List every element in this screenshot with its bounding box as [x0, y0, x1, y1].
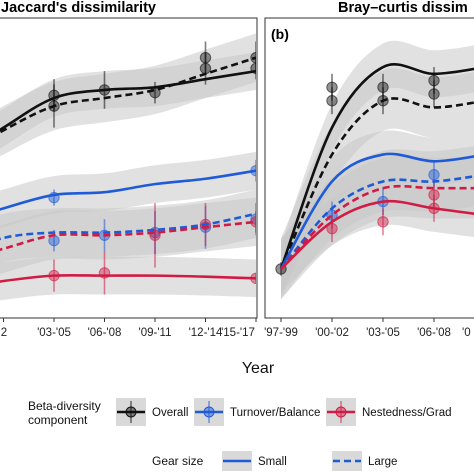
series-line-1-5: [280, 199, 474, 270]
legend-label-1: Turnover/Balance: [230, 407, 320, 419]
legend-gear-key-1: [332, 451, 362, 471]
series-line-0-5: [0, 273, 256, 283]
data-point-1-9: [428, 169, 440, 181]
legend-label-2: Nestedness/Grad: [362, 407, 452, 419]
x-tick-label: '06-'08: [417, 327, 451, 339]
panel-b-title: Bray–curtis dissim: [338, 0, 468, 16]
ribbon-0-4: [0, 197, 256, 274]
x-tick-label: '97-'99: [264, 327, 298, 339]
data-point-1-2: [326, 95, 338, 107]
data-point-0-5: [199, 62, 212, 75]
x-tick-label: '06-'08: [88, 327, 122, 339]
x-axis-title: Year: [242, 360, 275, 377]
series-line-1-3: [280, 175, 474, 270]
series-line-1-1: [279, 97, 474, 270]
series-line-1-2: [279, 152, 474, 270]
legend-gear-label-1: Large: [368, 456, 397, 468]
legend-component-title-line2: component: [28, 413, 88, 427]
panel-b-tag: (b): [271, 26, 289, 42]
ribbon-1-1: [281, 68, 474, 300]
legend-key-2: [326, 398, 356, 426]
x-tick-label: '09-'11: [139, 327, 172, 339]
legend-label-0: Overall: [152, 407, 188, 419]
x-tick-label: '03-'05: [366, 327, 400, 339]
panel-a-plot: [0, 33, 256, 301]
legend-gear-key-0: [222, 451, 252, 471]
data-point-1-6: [428, 88, 440, 100]
series-line-0-1: [0, 56, 256, 134]
x-tick-label: '03-'05: [37, 327, 71, 339]
legend-component-title-line1: Beta-diversity: [28, 399, 101, 413]
legend-gear-label-0: Small: [258, 456, 287, 468]
panel-a-x-ticks: 2 '03-'05 '06-'08 '09-'11 '12-'14'15-'17: [1, 318, 257, 339]
panel-b-plot: [275, 40, 474, 300]
series-line-0-2: [0, 169, 256, 211]
legend-gear: Gear size Small Large: [152, 451, 397, 471]
series-line-1-0: [279, 63, 474, 270]
ribbon-0-5: [0, 256, 256, 301]
legend-gear-title: Gear size: [152, 454, 204, 468]
x-tick-label: '00-'02: [315, 327, 349, 339]
data-point-1-11: [377, 216, 389, 228]
x-tick-label: 2: [1, 327, 7, 339]
x-tick-label: '15-'17: [221, 327, 255, 339]
legend-key-0: [116, 398, 146, 426]
series-line-1-4: [280, 184, 474, 270]
series-line-0-4: [0, 220, 256, 252]
series-line-0-0: [0, 69, 256, 132]
x-tick-label: '12-'14: [189, 327, 223, 339]
legend-component: Beta-diversity component Overall Turnover…: [28, 398, 452, 427]
legend-key-1: [194, 398, 224, 426]
series-line-0-3: [0, 212, 256, 241]
panel-b-x-ticks: '97-'99 '00-'02 '03-'05 '06-'08 '0: [264, 318, 471, 339]
x-tick-label: '0: [462, 327, 471, 339]
panel-a-title: Jaccard's dissimilarity: [1, 0, 156, 16]
